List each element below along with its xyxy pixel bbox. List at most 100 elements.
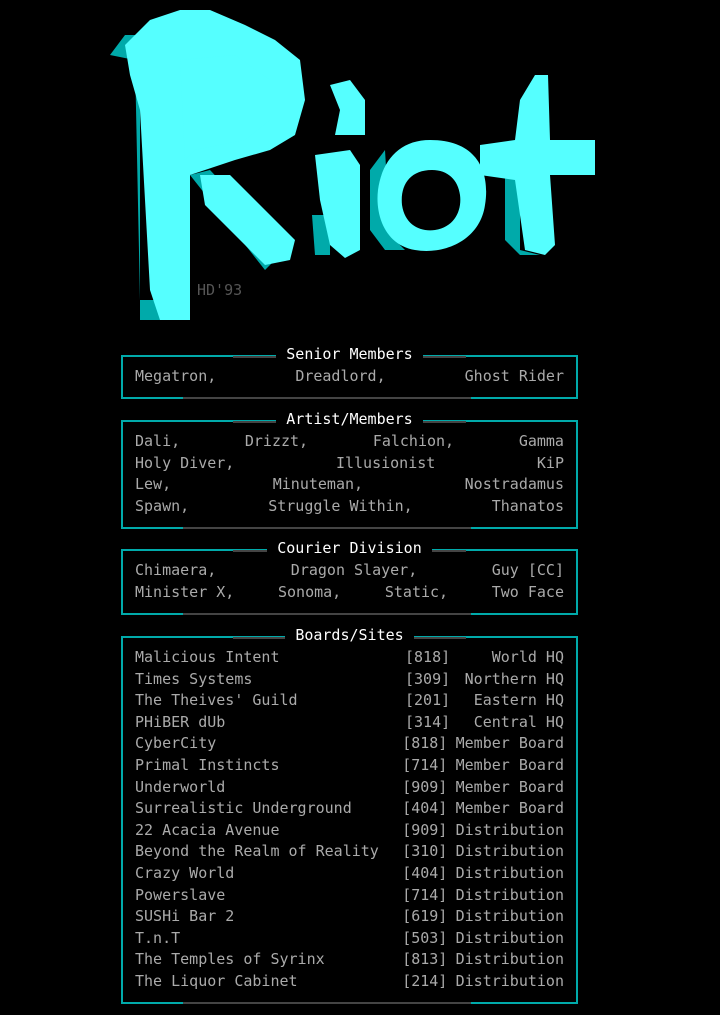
member: Nostradamus [464,475,564,494]
board-name: SUSHi Bar 2 [135,907,235,926]
member: Two Face [491,582,564,601]
board-name: Surrealistic Underground [135,799,352,818]
member-row: Dali, Drizzt, Falchion, Gamma [135,431,564,453]
section-title: Boards/Sites [285,626,414,644]
area-code: [310] [402,842,448,861]
area-code: [818] [402,734,448,753]
member-row: Spawn, Struggle Within, Thanatos [135,496,564,518]
member: Gamma [518,432,564,450]
board-name: Beyond the Realm of Reality [135,842,379,861]
area-code: [619] [402,907,448,926]
member-row: Holy Diver, Illusionist KiP [135,453,564,475]
board-type: Distribution [455,820,564,839]
member: Minister X, [135,582,235,601]
board-row: Beyond the Realm of Reality [310] Distribu… [135,841,564,863]
member: Lew, [135,475,172,494]
member: Drizzt, [244,432,309,450]
board-type: Distribution [455,971,564,990]
board-row: Primal Instincts [714] Member Board [135,755,564,777]
member: Thanatos [491,496,564,515]
board-row: Powerslave [714] Distribution [135,885,564,907]
courier-division-box: Courier Division Chimaera, Dragon Slayer… [121,539,578,615]
area-code: [214] [402,971,448,990]
board-name: Crazy World [135,863,235,882]
board-type: World HQ [491,648,564,666]
member: Dali, [135,432,181,450]
area-code: [404] [402,799,448,818]
member: Spawn, [135,496,190,515]
board-name: Primal Instincts [135,755,280,774]
member: KiP [536,453,564,472]
board-name: CyberCity [135,734,217,753]
board-type: Member Board [455,755,564,774]
board-name: PHiBER dUb [135,712,226,731]
section-title: Artist/Members [276,410,423,428]
member: Ghost Rider [464,367,564,385]
member-row: Chimaera, Dragon Slayer, Guy [CC] [135,560,564,582]
board-type: Distribution [455,907,564,926]
board-type: Northern HQ [464,669,564,688]
member: Falchion, [372,432,455,450]
member: Struggle Within, [268,496,413,515]
board-row: Times Systems [309] Northern HQ [135,669,564,691]
member: Holy Diver, [135,453,235,472]
board-name: The Theives' Guild [135,691,298,710]
board-row: Surrealistic Underground [404] Member Boar… [135,798,564,820]
board-row: T.n.T [503] Distribution [135,928,564,950]
board-type: Central HQ [473,712,564,731]
artist-members-box: Artist/Members Dali, Drizzt, Falchion, G… [121,410,578,529]
member: Minuteman, [272,475,364,494]
member: Static, [384,582,449,601]
board-type: Member Board [455,777,564,796]
board-type: Member Board [455,734,564,753]
area-code: [909] [402,777,448,796]
board-row: PHiBER dUb [314] Central HQ [135,712,564,734]
member: Illusionist [335,453,436,472]
board-name: Underworld [135,777,226,796]
area-code: [813] [402,950,448,969]
board-name: 22 Acacia Avenue [135,820,280,839]
member: Megatron, [135,367,217,385]
board-row: The Temples of Syrinx [813] Distribution [135,949,564,971]
section-title: Courier Division [267,539,432,557]
area-code: [714] [402,885,448,904]
area-code: [503] [402,928,448,947]
member: Dragon Slayer, [290,561,418,579]
member: Guy [CC] [491,561,564,579]
board-row: Crazy World [404] Distribution [135,863,564,885]
member-row: Minister X, Sonoma, Static, Two Face [135,582,564,604]
board-row: CyberCity [818] Member Board [135,733,564,755]
area-code: [909] [402,820,448,839]
senior-members-box: Senior Members Megatron, Dreadlord, Ghos… [121,345,578,399]
board-type: Distribution [455,950,564,969]
board-name: Times Systems [135,669,253,688]
board-row: SUSHi Bar 2 [619] Distribution [135,906,564,928]
board-row: The Theives' Guild [201] Eastern HQ [135,690,564,712]
board-name: The Liquor Cabinet [135,971,298,990]
board-type: Distribution [455,885,564,904]
member: Chimaera, [135,561,217,579]
riot-logo [110,10,595,320]
artist-signature: HD'93 [197,281,243,299]
boards-sites-box: Boards/Sites Malicious Intent [818] World … [121,626,578,1004]
board-type: Member Board [455,799,564,818]
member: Dreadlord, [295,367,386,385]
board-row: 22 Acacia Avenue [909] Distribution [135,820,564,842]
area-code: [309] [405,669,451,688]
member-row: Lew, Minuteman, Nostradamus [135,474,564,496]
area-code: [314] [405,712,451,731]
member: Sonoma, [278,582,342,601]
board-type: Distribution [455,863,564,882]
board-name: Powerslave [135,885,226,904]
section-title: Senior Members [276,345,423,363]
board-name: T.n.T [135,928,181,947]
board-row: Malicious Intent [818] World HQ [135,647,564,669]
area-code: [818] [405,648,451,666]
board-row: Underworld [909] Member Board [135,777,564,799]
area-code: [714] [402,755,448,774]
board-type: Eastern HQ [473,691,564,710]
board-type: Distribution [455,842,564,861]
member-row: Megatron, Dreadlord, Ghost Rider [135,366,564,388]
board-type: Distribution [455,928,564,947]
area-code: [201] [405,691,451,710]
